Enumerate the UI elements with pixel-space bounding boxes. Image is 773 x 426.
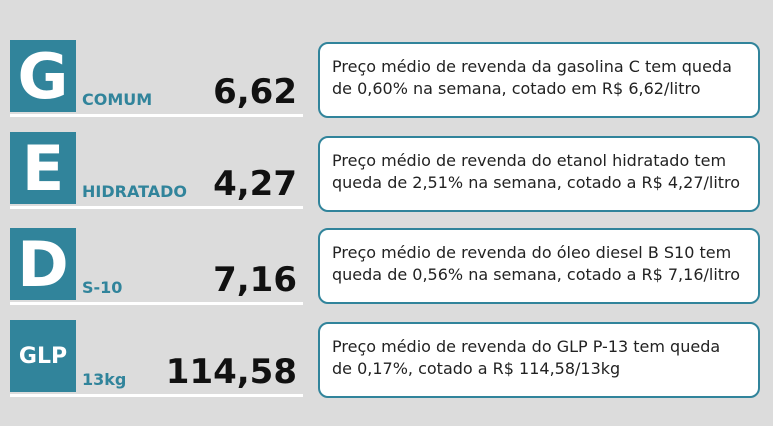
separator <box>10 206 303 209</box>
fuel-price: 6,62 <box>213 72 297 112</box>
description-box: Preço médio de revenda do GLP P-13 tem q… <box>318 322 760 398</box>
fuel-letter: GLP <box>10 320 76 392</box>
description-line: Preço médio de revenda do óleo diesel B … <box>332 243 732 262</box>
description-box: Preço médio de revenda do óleo diesel B … <box>318 228 760 304</box>
fuel-letter: E <box>10 132 76 205</box>
description-line: de 0,17%, cotado a R$ 114,58/13kg <box>332 359 621 378</box>
fuel-letter: D <box>10 228 76 301</box>
separator <box>10 114 303 117</box>
separator <box>10 302 303 305</box>
fuel-label: S-10 <box>82 278 123 297</box>
fuel-price: 114,58 <box>165 352 297 392</box>
description-line: queda de 2,51% na semana, cotado a R$ 4,… <box>332 173 741 192</box>
description-box: Preço médio de revenda da gasolina C tem… <box>318 42 760 118</box>
description-line: Preço médio de revenda do etanol hidrata… <box>332 151 727 170</box>
description-line: Preço médio de revenda do GLP P-13 tem q… <box>332 337 721 356</box>
fuel-label: HIDRATADO <box>82 182 188 201</box>
description-line: de 0,60% na semana, cotado em R$ 6,62/li… <box>332 79 701 98</box>
description-box: Preço médio de revenda do etanol hidrata… <box>318 136 760 212</box>
fuel-price: 4,27 <box>213 164 297 204</box>
fuel-letter: G <box>10 40 76 113</box>
fuel-price: 7,16 <box>213 260 297 300</box>
description-line: queda de 0,56% na semana, cotado a R$ 7,… <box>332 265 741 284</box>
separator <box>10 394 303 397</box>
description-line: Preço médio de revenda da gasolina C tem… <box>332 57 732 76</box>
fuel-label: COMUM <box>82 90 153 109</box>
fuel-label: 13kg <box>82 370 127 389</box>
